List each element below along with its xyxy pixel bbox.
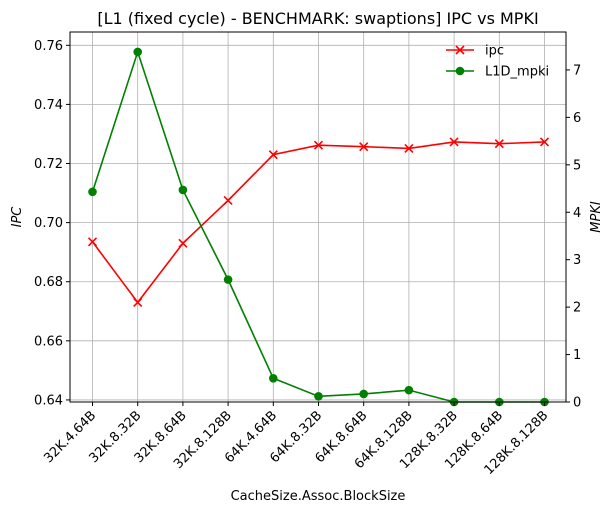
data-point xyxy=(88,187,97,197)
data-point xyxy=(178,238,188,248)
data-point xyxy=(314,392,323,401)
data-point xyxy=(133,47,142,57)
data-point xyxy=(494,139,504,149)
series-ipc xyxy=(87,137,550,307)
data-point xyxy=(404,385,414,395)
data-point xyxy=(404,143,414,154)
y-tick-label-right: 7 xyxy=(573,63,581,78)
y-tick-label-right: 1 xyxy=(573,348,581,363)
data-point xyxy=(133,297,143,307)
legend-entry-L1D_mpki: L1D_mpki xyxy=(446,65,549,80)
data-point xyxy=(269,373,278,383)
y-tick-label-right: 0 xyxy=(573,396,581,411)
legend-entry-ipc: ipc xyxy=(446,44,504,59)
data-point xyxy=(223,195,233,206)
x-axis-label: CacheSize.Assoc.BlockSize xyxy=(231,489,406,504)
y-axis-label-right: MPKI xyxy=(589,201,604,233)
y-tick-label-right: 6 xyxy=(573,111,581,126)
legend-label: ipc xyxy=(485,44,504,59)
y-tick-label-right: 4 xyxy=(573,206,581,221)
data-point xyxy=(359,142,369,152)
data-point xyxy=(223,275,233,284)
data-point xyxy=(268,150,278,160)
legend: ipc L1D_mpki xyxy=(446,44,549,80)
y-tick-label-right: 3 xyxy=(573,253,581,268)
grid xyxy=(70,32,566,402)
y-tick-label-right: 2 xyxy=(573,301,581,316)
data-point xyxy=(449,137,459,147)
data-point xyxy=(359,389,369,399)
data-point xyxy=(313,140,324,150)
data-point xyxy=(178,185,188,195)
y-axis-label-left: IPC xyxy=(10,206,25,228)
y-tick-label-left: 0.68 xyxy=(34,275,63,290)
y-tick-label-left: 0.72 xyxy=(34,157,63,172)
chart-title: [L1 (fixed cycle) - BENCHMARK: swaptions… xyxy=(97,9,538,28)
y-tick-label-left: 0.74 xyxy=(34,98,63,113)
y-tick-label-right: 5 xyxy=(573,158,581,173)
plot-frame xyxy=(69,31,567,403)
series-layer xyxy=(87,47,550,407)
data-point xyxy=(539,137,550,147)
legend-label: L1D_mpki xyxy=(485,65,549,80)
data-point xyxy=(87,237,98,247)
y-tick-label-left: 0.76 xyxy=(34,39,63,54)
y-tick-label-left: 0.66 xyxy=(34,334,63,349)
y-tick-label-left: 0.64 xyxy=(34,393,63,408)
y-tick-label-left: 0.70 xyxy=(34,216,63,231)
